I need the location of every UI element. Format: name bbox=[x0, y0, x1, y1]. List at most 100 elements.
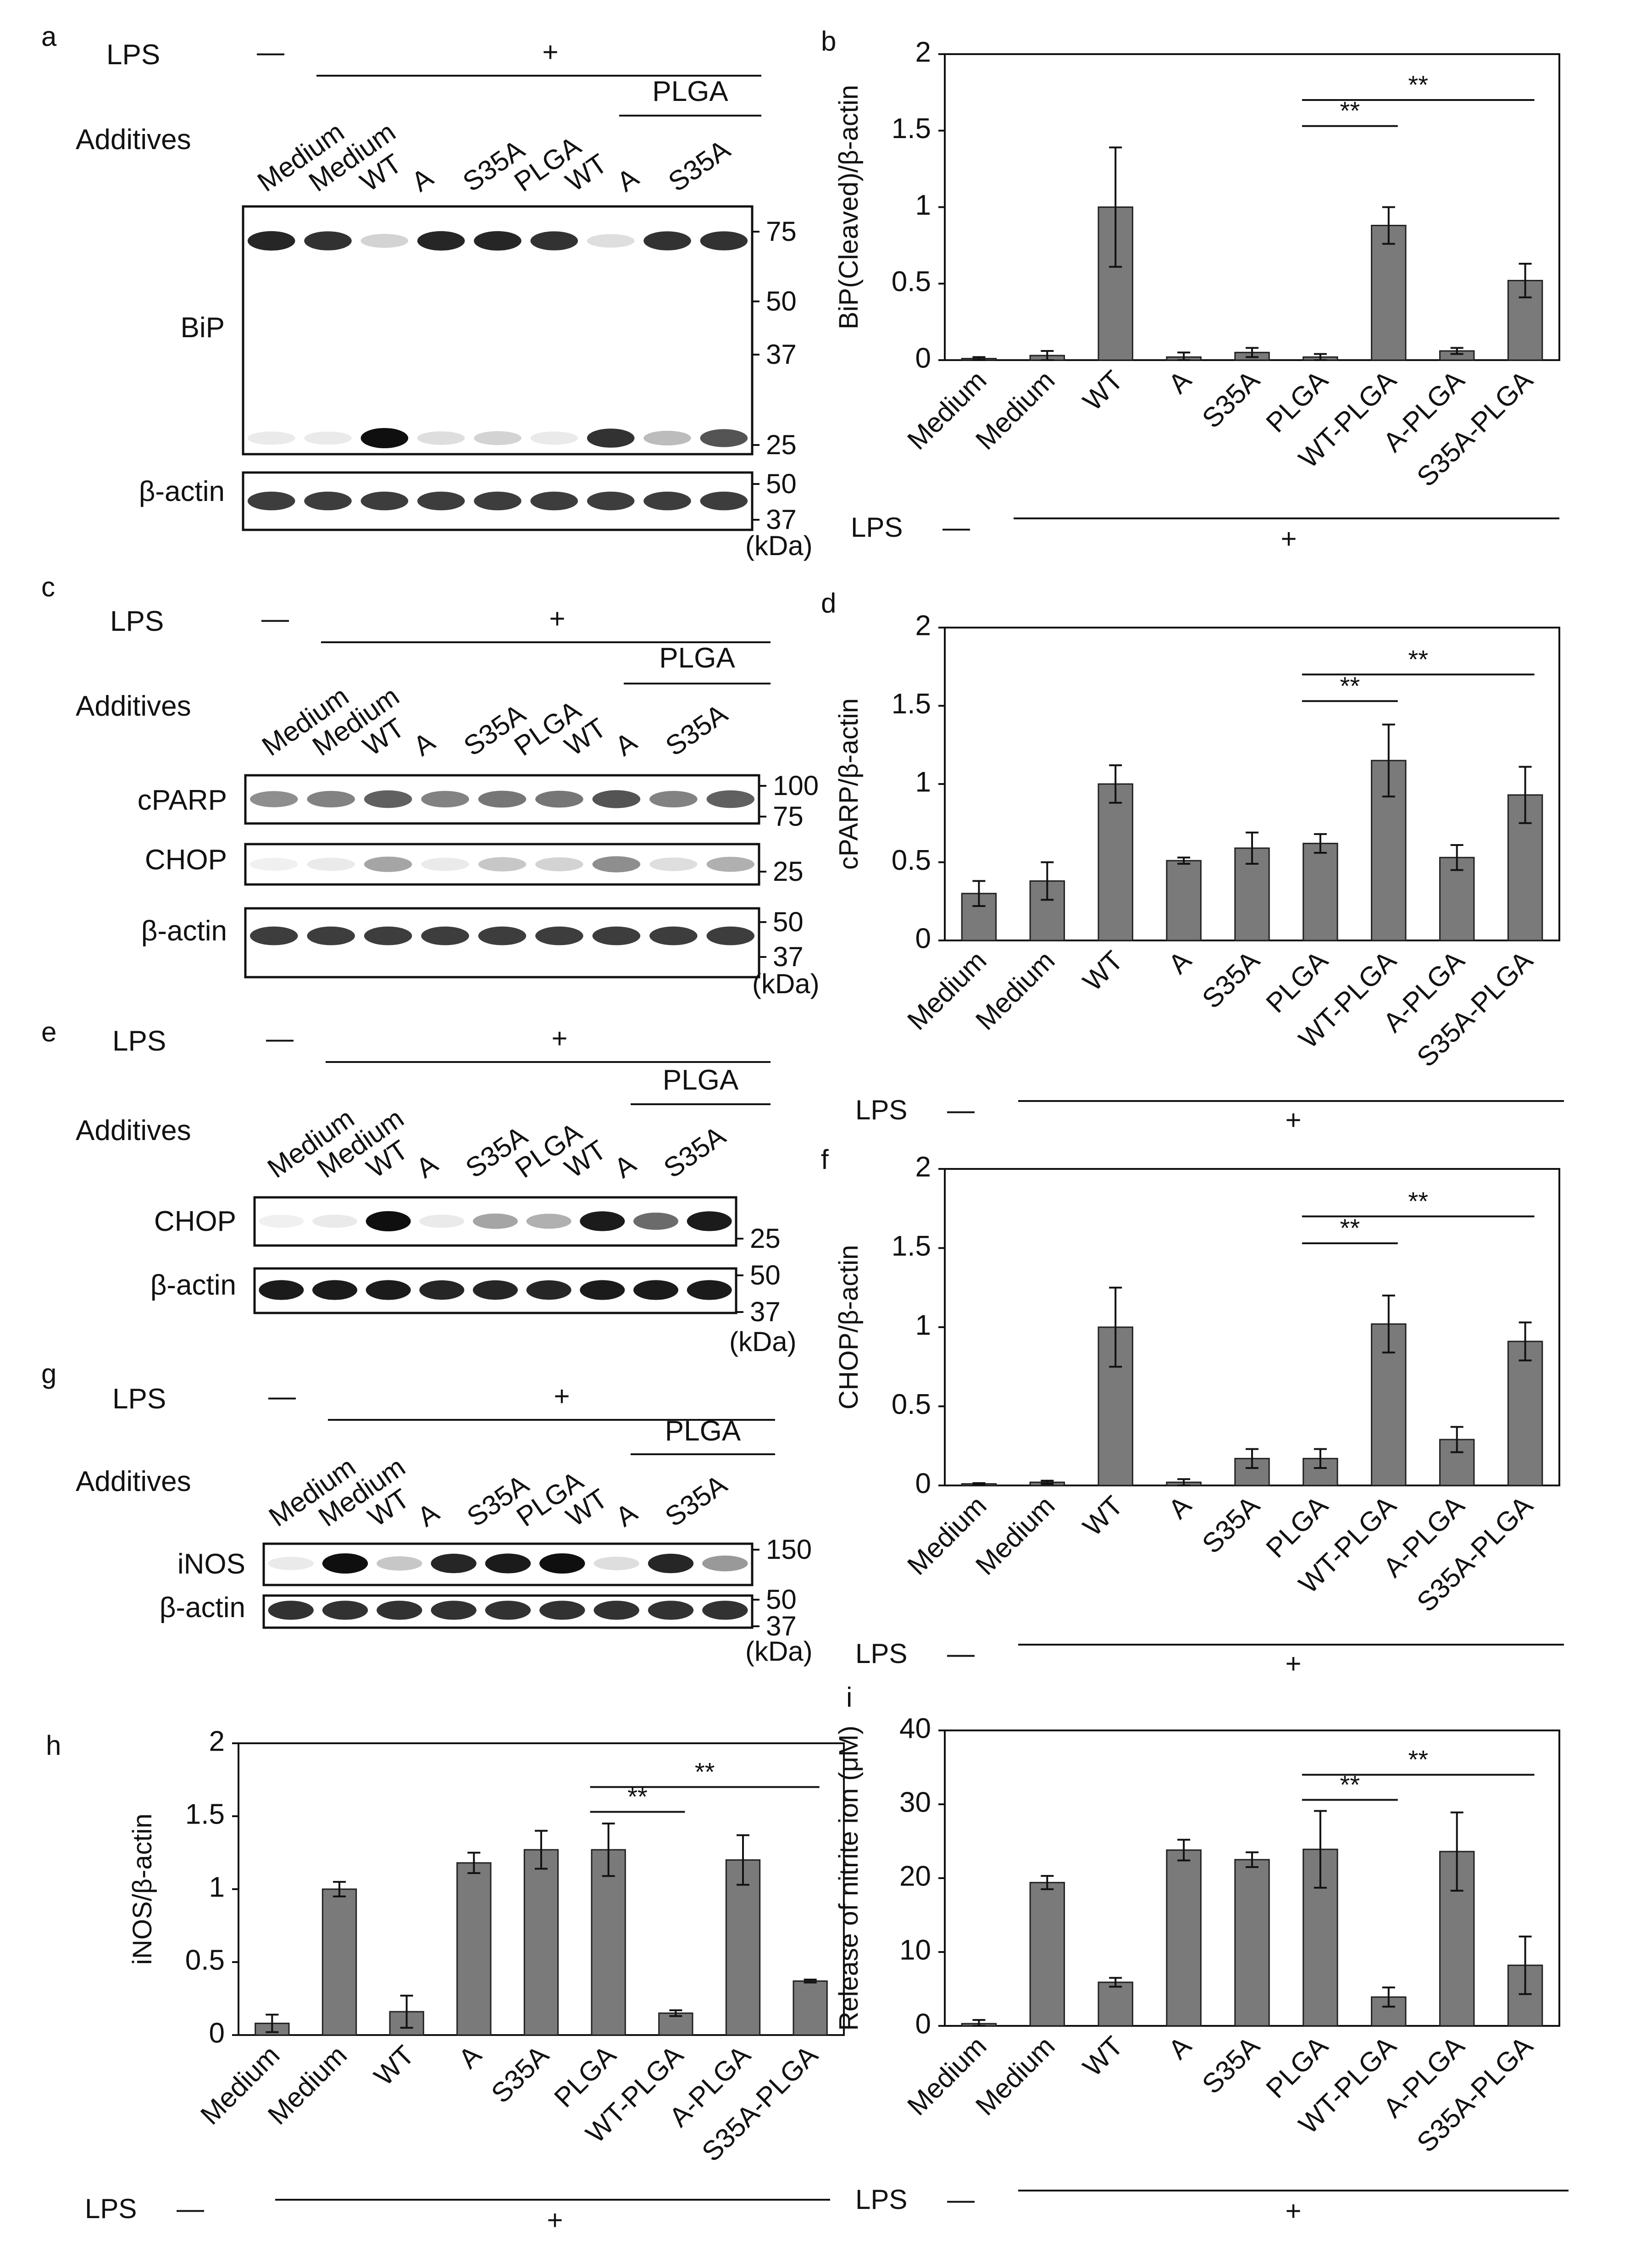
panel-letter: i bbox=[846, 1682, 852, 1713]
y-tick-label: 0.5 bbox=[892, 1389, 931, 1420]
significance-marker: ** bbox=[1408, 1745, 1428, 1774]
lane-label: A bbox=[610, 1497, 643, 1533]
blot-band bbox=[706, 790, 755, 808]
blot-band bbox=[649, 791, 698, 807]
lane-label: S35A bbox=[660, 1469, 732, 1533]
blot-band bbox=[473, 1213, 518, 1229]
panel-letter: b bbox=[821, 26, 836, 56]
blot-band bbox=[247, 491, 295, 511]
lps-minus: — bbox=[942, 512, 970, 543]
blot-band bbox=[530, 431, 578, 445]
blot-band bbox=[649, 926, 698, 945]
blot-band bbox=[526, 1280, 571, 1300]
x-tick-label: A bbox=[1163, 1490, 1197, 1525]
lane-label: S35A bbox=[660, 698, 733, 762]
blot-band bbox=[474, 431, 521, 445]
blot-band bbox=[474, 231, 521, 251]
y-axis-label: BiP(Cleaved)/β-actin bbox=[834, 85, 864, 329]
lps-minus: — bbox=[947, 1095, 975, 1125]
bar bbox=[1371, 760, 1407, 941]
lane-label: A bbox=[611, 162, 644, 198]
marker-label: 25 bbox=[766, 429, 797, 460]
blot-band bbox=[587, 428, 635, 448]
lps-plus: + bbox=[554, 1381, 570, 1412]
blot-band bbox=[431, 1553, 477, 1574]
bar bbox=[793, 1980, 828, 2036]
blot-band bbox=[593, 1557, 639, 1570]
bar bbox=[1098, 1981, 1133, 2027]
lps-minus: — bbox=[268, 1381, 296, 1412]
lane-label: A bbox=[408, 726, 440, 762]
y-tick-label: 1 bbox=[915, 1309, 931, 1341]
blot-band bbox=[535, 857, 583, 872]
blot-band bbox=[539, 1553, 585, 1574]
lps-minus: — bbox=[257, 37, 284, 67]
lane-label: A bbox=[412, 1497, 444, 1533]
blot-band bbox=[485, 1601, 531, 1620]
x-tick-label: S35A bbox=[1196, 1490, 1265, 1559]
y-tick-label: 0.5 bbox=[185, 1944, 225, 1976]
blot-band bbox=[312, 1280, 357, 1300]
blot-band bbox=[702, 1555, 748, 1572]
blot-band bbox=[259, 1214, 304, 1228]
y-tick-label: 1.5 bbox=[185, 1798, 225, 1830]
blot-label: β-actin bbox=[160, 1592, 245, 1624]
marker-label: 25 bbox=[773, 856, 804, 887]
blot-band bbox=[417, 231, 465, 251]
marker-label: 37 bbox=[773, 941, 804, 972]
lps-plus: + bbox=[547, 2205, 563, 2236]
y-tick-label: 2 bbox=[209, 1725, 225, 1757]
marker-label: 37 bbox=[766, 339, 797, 370]
blot-band bbox=[268, 1601, 314, 1620]
x-tick-label: A bbox=[1163, 365, 1197, 400]
lps-minus: — bbox=[947, 2184, 975, 2215]
blot-band bbox=[249, 857, 298, 871]
additives-label: Additives bbox=[76, 1466, 191, 1497]
panel-letter: f bbox=[821, 1144, 829, 1175]
blot-label: β-actin bbox=[141, 915, 227, 947]
y-tick-label: 0.5 bbox=[892, 845, 931, 876]
blot-band bbox=[307, 926, 355, 945]
blot-band bbox=[259, 1280, 304, 1300]
panel-letter: h bbox=[46, 1730, 61, 1761]
kda-label: (kDa) bbox=[752, 968, 820, 999]
y-tick-label: 40 bbox=[899, 1713, 931, 1744]
marker-label: 75 bbox=[766, 216, 797, 247]
panel-letter: c bbox=[41, 572, 55, 602]
additives-label: Additives bbox=[76, 1115, 191, 1146]
lps-plus: + bbox=[1285, 1105, 1301, 1135]
y-axis-label: iNOS/β-actin bbox=[128, 1813, 157, 1965]
marker-label: 100 bbox=[773, 770, 819, 801]
x-tick-label: WT bbox=[368, 2040, 420, 2091]
lps-label: LPS bbox=[106, 39, 160, 71]
panel-letter: g bbox=[41, 1358, 56, 1389]
blot-band bbox=[530, 231, 578, 250]
blot-band bbox=[687, 1280, 732, 1300]
bar bbox=[1098, 783, 1133, 941]
blot-band bbox=[304, 231, 352, 250]
blot-band bbox=[322, 1553, 368, 1574]
y-tick-label: 0 bbox=[915, 342, 931, 374]
lps-minus: — bbox=[947, 1638, 975, 1669]
blot-band bbox=[419, 1214, 465, 1228]
y-tick-label: 30 bbox=[899, 1786, 931, 1818]
bar bbox=[1439, 856, 1475, 941]
blot-band bbox=[592, 790, 641, 808]
blot-label: β-actin bbox=[139, 476, 225, 507]
blot-label: CHOP bbox=[154, 1206, 236, 1237]
marker-label: 37 bbox=[766, 1611, 797, 1641]
blot-band bbox=[633, 1280, 678, 1300]
marker-label: 25 bbox=[750, 1223, 781, 1254]
lps-label: LPS bbox=[110, 606, 164, 637]
panel-letter: a bbox=[41, 21, 57, 52]
x-tick-label: WT bbox=[1077, 945, 1129, 997]
blot-band bbox=[421, 926, 469, 945]
significance-marker: ** bbox=[1408, 70, 1428, 99]
blot-band bbox=[580, 1211, 625, 1231]
blot-band bbox=[535, 926, 583, 945]
x-tick-label: A bbox=[453, 2040, 488, 2074]
marker-label: 50 bbox=[750, 1260, 781, 1290]
lps-label: LPS bbox=[112, 1383, 166, 1415]
lane-label: A bbox=[609, 1148, 641, 1184]
significance-marker: ** bbox=[1408, 645, 1428, 673]
